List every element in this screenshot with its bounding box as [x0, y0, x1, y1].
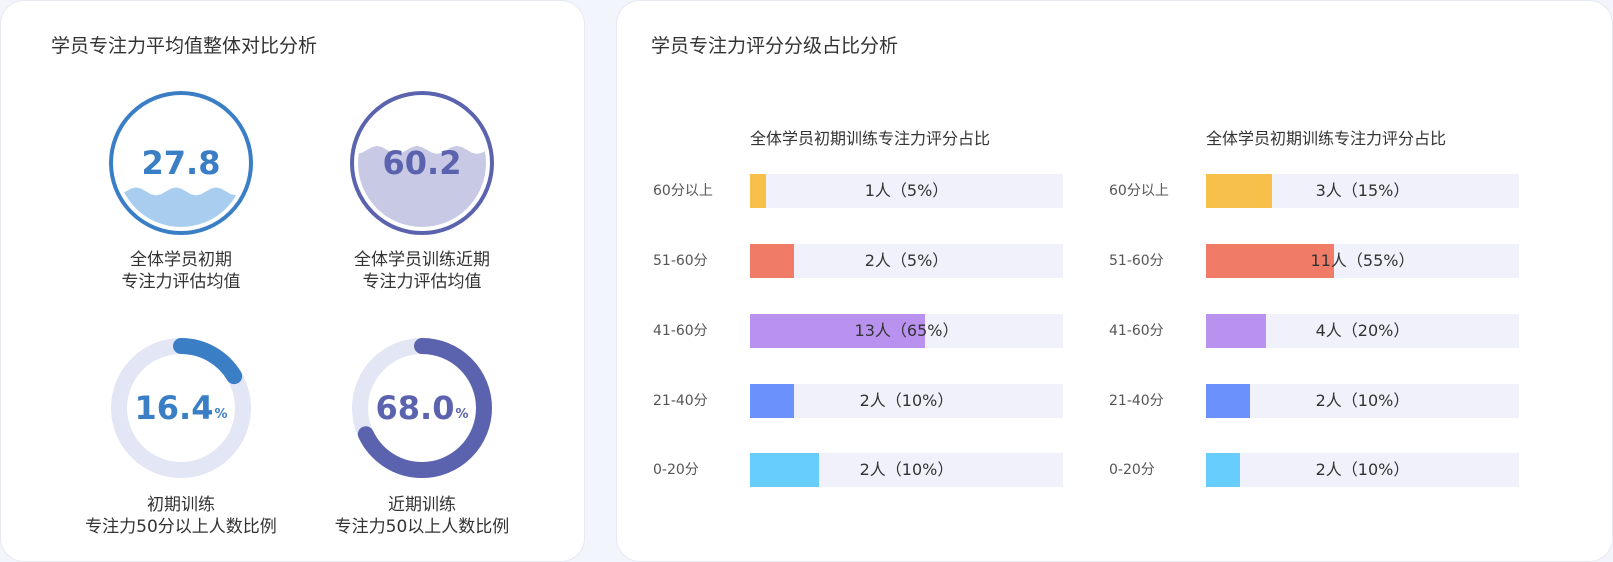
bar-track: 2人（5%）: [750, 244, 1063, 278]
gauge-label-line2: 专注力50以上人数比例: [334, 517, 510, 537]
bar-track: 2人（10%）: [1206, 453, 1519, 487]
category-label: 21-40分: [1109, 393, 1164, 409]
water-gauge-graphic: [109, 91, 253, 235]
data-label: 2人（10%）: [1315, 391, 1410, 410]
category-label: 21-40分: [653, 393, 708, 409]
category-label: 41-60分: [1109, 323, 1164, 339]
bar: [1206, 314, 1266, 348]
gauge-label: 初期训练 专注力50分以上人数比例: [61, 494, 301, 538]
card-title: 学员专注力评分分级占比分析: [651, 35, 899, 57]
gauge-recent-ratio: 68.0%: [347, 333, 497, 483]
gauge-label-line1: 初期训练: [147, 495, 215, 515]
gauge-label: 近期训练 专注力50以上人数比例: [302, 494, 542, 538]
bar-track: 13人（65%）: [750, 314, 1063, 348]
score-distribution-card: 学员专注力评分分级占比分析 全体学员初期训练专注力评分占比 60分以上 1人（5%）…: [616, 0, 1613, 562]
bar-track: 2人（10%）: [1206, 384, 1519, 418]
data-label: 2人（5%）: [864, 251, 949, 270]
bar: [1206, 174, 1272, 208]
category-label: 41-60分: [653, 323, 708, 339]
bar: [1206, 384, 1250, 418]
data-label: 4人（20%）: [1315, 321, 1410, 340]
bar: [750, 244, 794, 278]
category-label: 51-60分: [1109, 253, 1164, 269]
bar-track: 2人（10%）: [750, 384, 1063, 418]
card-title: 学员专注力平均值整体对比分析: [51, 35, 318, 57]
category-label: 60分以上: [1109, 183, 1169, 199]
gauge-initial-ratio: 16.4%: [106, 333, 256, 483]
bar-track: 3人（15%）: [1206, 174, 1519, 208]
category-label: 0-20分: [1109, 462, 1155, 478]
bar-track: 2人（10%）: [750, 453, 1063, 487]
panel-title: 全体学员初期训练专注力评分占比: [750, 129, 991, 148]
data-label: 11人（55%）: [1310, 251, 1415, 270]
gauge-label: 全体学员训练近期 专注力评估均值: [302, 249, 542, 293]
data-label: 3人（15%）: [1315, 181, 1410, 200]
bar-track: 11人（55%）: [1206, 244, 1519, 278]
data-label: 2人（10%）: [1315, 460, 1410, 479]
gauge-label-line2: 专注力评估均值: [362, 272, 482, 292]
data-label: 2人（10%）: [859, 460, 954, 479]
focus-average-card: 学员专注力平均值整体对比分析 27.8 全体学员初期 专注力评估均值 60.2 …: [0, 0, 585, 562]
gauge-value: 68.0%: [375, 389, 469, 427]
panel-title: 全体学员初期训练专注力评分占比: [1206, 129, 1447, 148]
gauge-value: 16.4%: [134, 389, 228, 427]
category-label: 51-60分: [653, 253, 708, 269]
ring-gauge-graphic: [352, 338, 492, 478]
category-label: 60分以上: [653, 183, 713, 199]
gauge-label-line1: 全体学员训练近期: [354, 250, 490, 270]
bar: [750, 384, 794, 418]
bar-track: 1人（5%）: [750, 174, 1063, 208]
gauge-label-line2: 专注力评估均值: [121, 272, 241, 292]
gauge-recent-average: 60.2: [347, 88, 497, 238]
gauge-value: 27.8: [141, 144, 221, 182]
bar: [1206, 244, 1335, 278]
bar: [750, 174, 766, 208]
bar-track: 4人（20%）: [1206, 314, 1519, 348]
bar: [750, 453, 819, 487]
gauge-value: 60.2: [382, 144, 462, 182]
gauge-label-line1: 全体学员初期: [130, 250, 232, 270]
data-label: 2人（10%）: [859, 391, 954, 410]
water-gauge-graphic: [350, 91, 494, 235]
ring-gauge-graphic: [111, 338, 251, 478]
bar: [1206, 453, 1241, 487]
data-label: 1人（5%）: [864, 181, 949, 200]
gauge-label-line1: 近期训练: [388, 495, 456, 515]
data-label: 13人（65%）: [854, 321, 959, 340]
gauge-label: 全体学员初期 专注力评估均值: [61, 249, 301, 293]
gauge-initial-average: 27.8: [106, 88, 256, 238]
category-label: 0-20分: [653, 462, 699, 478]
gauge-label-line2: 专注力50分以上人数比例: [85, 517, 277, 537]
bar: [750, 314, 926, 348]
